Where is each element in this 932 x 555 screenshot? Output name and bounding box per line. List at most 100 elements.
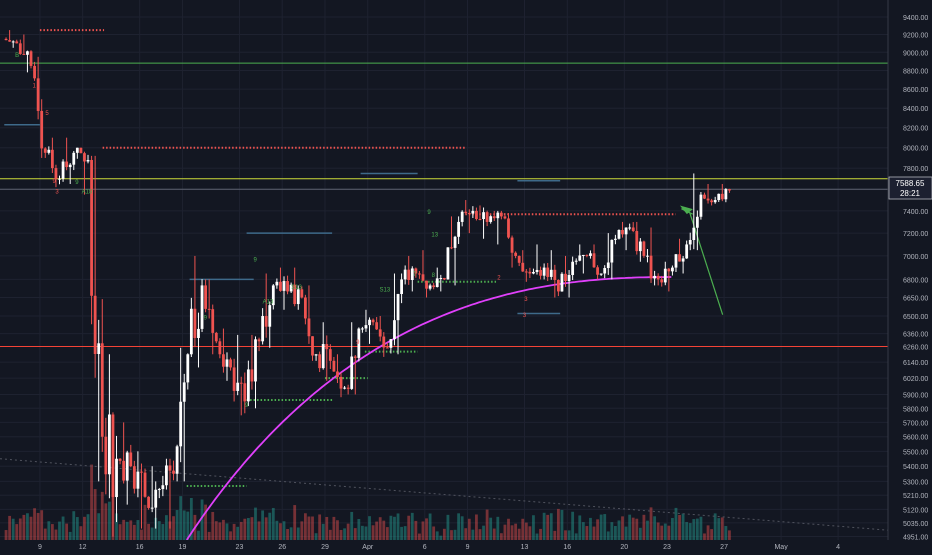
volume-bar [360,525,364,540]
volume-bar [321,523,325,540]
price-tick-label: 5800.00 [903,406,928,413]
volume-bar [36,512,40,540]
volume-bar [728,530,731,540]
volume-bar [688,523,692,540]
candle-body [296,289,300,305]
volume-bar [243,518,247,540]
candle-body [460,211,464,222]
time-tick-label: 12 [79,544,87,550]
volume-bar [457,513,461,540]
candle-body [61,161,65,179]
volume-bar [50,524,54,540]
volume-bar [275,520,279,540]
candle-body [321,344,325,369]
volume-bar [11,518,15,540]
candle-body [282,281,286,291]
volume-bar [318,514,322,540]
volume-bar [261,510,265,540]
volume-bar [617,520,621,540]
price-tick-label: 8600.00 [903,87,928,94]
last-price-value: 7588.65 [896,179,925,188]
candle-body [300,289,304,298]
candle-body [457,221,461,237]
volume-bar [132,524,136,540]
candle-body [521,262,525,272]
volume-bar [147,523,150,540]
candle-body [232,367,236,391]
candle-body [332,360,336,372]
candle-body [157,489,161,491]
price-tick-label: 5600.00 [903,435,928,442]
volume-bar [403,526,407,540]
candle-body [724,189,728,200]
candle-body [385,347,389,349]
candle-body [532,271,535,274]
volume-bar [496,516,500,540]
time-tick-label: 13 [521,544,529,550]
volume-bar [214,521,218,540]
price-tick-label: 6020.00 [903,376,928,383]
candle-body [403,269,407,280]
candle-body [214,332,218,342]
candle-body [556,280,560,292]
volume-bar [464,528,468,540]
candle-body [699,194,703,217]
volume-bar [279,523,282,540]
volume-bar [489,517,493,540]
price-tick-label: 7800.00 [903,166,928,173]
candle-body [107,414,111,475]
volume-bar [517,528,521,540]
volume-bar [161,524,165,540]
volume-bar [154,517,158,540]
time-axis[interactable]: 9 12 16 19 23 26 29 Apr 6 9 13 16 20 23 27 May 4 [0,540,932,551]
volume-bar [18,518,22,540]
candle-body [175,446,179,474]
volume-bar [560,509,564,540]
price-tick-label: 7200.00 [903,231,928,238]
last-price-box [888,176,932,200]
candle-body [485,212,489,222]
td-marker: 3 [524,297,528,303]
volume-bar [100,491,104,540]
volume-bar [546,514,550,540]
candle-body [122,460,126,481]
price-axis[interactable]: 9400.00 9200.00 9000.00 8800.00 8600.00 8400.… [903,15,928,541]
candle-body [264,316,268,327]
candle-body [421,274,425,281]
candle-body [663,268,667,283]
candle-body [378,329,382,337]
price-tick-label: 9200.00 [903,32,928,39]
candle-body [318,354,322,369]
volume-bar [656,522,660,540]
volume-bar [97,513,101,540]
price-tick-label: 5120.00 [903,507,928,514]
candle-body [553,269,557,281]
candle-body [268,305,272,327]
candle-body [492,216,496,219]
candle-body [211,309,215,333]
candle-body [688,240,692,245]
volume-bar [346,523,350,540]
price-tick-label: 5900.00 [903,392,928,399]
volume-bar [175,510,179,540]
candle-body [475,210,478,220]
volume-bar [207,531,211,540]
candle-body [289,284,293,292]
volume-bar [678,514,681,540]
candle-body [542,267,546,276]
candle-body [375,322,379,330]
candle-body [115,458,118,498]
parabolic-curve [185,276,672,541]
price-tick-label: 5400.00 [903,464,928,471]
volume-bar [460,516,464,540]
volume-bar [699,516,703,540]
candle-body [635,231,639,252]
volume-bar [257,521,261,540]
candle-body [442,277,446,280]
volume-bar [532,515,535,540]
candle-body [147,496,150,508]
volume-bar [435,531,439,540]
volume-bar [581,522,585,540]
